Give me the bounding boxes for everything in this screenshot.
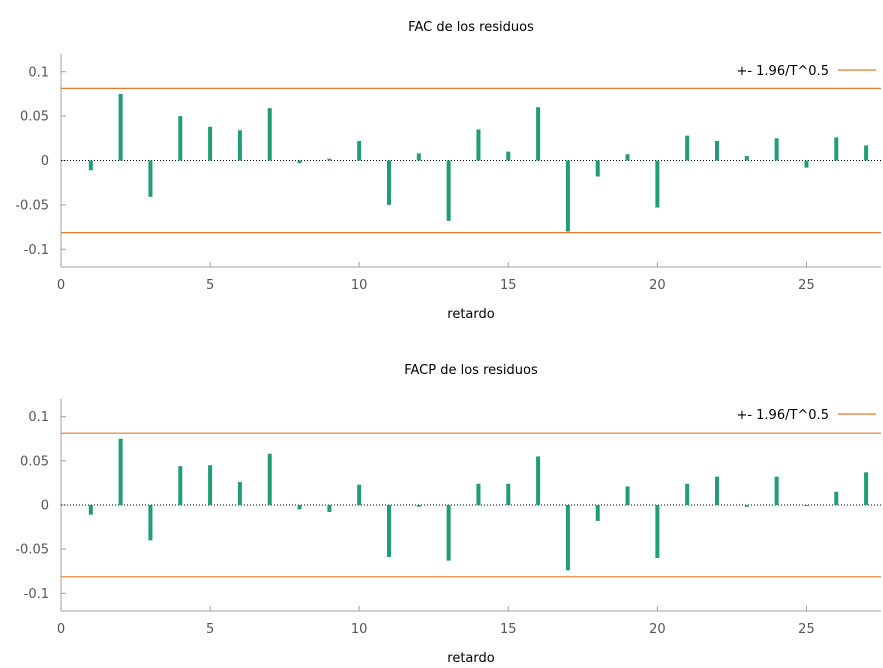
acf-bar [715, 140, 719, 161]
legend-label: +- 1.96/T^0.5 [736, 64, 829, 79]
acf-bar [416, 153, 421, 161]
y-tick-label: -0.05 [15, 543, 49, 558]
chart-title: FAC de los residuos [408, 20, 534, 35]
x-tick-label: 5 [206, 278, 214, 293]
x-tick-label: 15 [500, 622, 517, 637]
acf-bar [536, 456, 541, 505]
acf-bar [446, 160, 451, 221]
x-tick-label: 10 [351, 278, 368, 293]
acf-bar [715, 476, 719, 505]
acf-bar [864, 145, 869, 161]
y-tick-label: 0.05 [20, 110, 49, 125]
acf-bar [118, 93, 123, 161]
acf-bar [327, 158, 332, 161]
y-tick-label: 0 [41, 154, 49, 169]
y-tick-label: -0.05 [15, 198, 49, 213]
x-axis-label: retardo [447, 307, 494, 322]
acf-bar [446, 505, 451, 561]
y-tick-label: 0.1 [28, 410, 49, 425]
acf-bar [476, 483, 481, 505]
acf-bar [864, 472, 869, 505]
acf-bar [506, 483, 511, 505]
chart-title: FACP de los residuos [404, 363, 538, 378]
x-tick-label: 0 [57, 622, 65, 637]
acf-bar [595, 160, 600, 177]
x-tick-label: 5 [206, 622, 214, 637]
acf-bar [148, 160, 153, 197]
acf-bar [327, 505, 332, 513]
acf-bar [267, 108, 272, 161]
acf-bar [387, 160, 391, 205]
acf-bar [685, 135, 690, 161]
acf-bar [267, 453, 272, 505]
acf-bar [565, 505, 570, 571]
acf-bar [565, 160, 570, 232]
acf-bar [536, 107, 541, 161]
x-tick-label: 15 [500, 278, 517, 293]
x-tick-label: 10 [351, 622, 368, 637]
acf-bar [237, 130, 242, 161]
acf-bar [357, 140, 362, 161]
acf-bar [655, 505, 660, 558]
acf-bar [625, 154, 630, 161]
y-tick-label: 0.1 [28, 65, 49, 80]
acf-bar [297, 160, 302, 164]
acf-bar [685, 483, 690, 505]
y-tick-label: -0.1 [24, 587, 49, 602]
acf-bar [387, 505, 391, 558]
x-tick-label: 20 [649, 622, 666, 637]
acf-bar [655, 160, 660, 208]
x-tick-label: 25 [798, 278, 815, 293]
acf-bar [774, 476, 779, 505]
legend-label: +- 1.96/T^0.5 [736, 408, 829, 423]
acf-bar [357, 484, 362, 505]
y-tick-label: 0 [41, 499, 49, 514]
acf-bar [774, 138, 779, 161]
acf-bar [416, 505, 421, 507]
acf-bar [595, 505, 600, 521]
x-tick-label: 25 [798, 622, 815, 637]
acf-bar [834, 137, 839, 161]
acf-bar [88, 505, 93, 515]
acf-bar [625, 486, 630, 505]
y-tick-label: 0.05 [20, 454, 49, 469]
acf-bar [208, 126, 213, 161]
acf-bar [148, 505, 153, 541]
acf-bar [744, 505, 749, 507]
y-tick-label: -0.1 [24, 243, 49, 258]
acf-bar [744, 156, 749, 161]
x-tick-label: 20 [649, 278, 666, 293]
acf-bar [506, 151, 511, 161]
acf-bar [88, 160, 93, 171]
acf-bar [804, 160, 809, 168]
acf-bar [804, 505, 809, 506]
x-axis-label: retardo [447, 651, 494, 664]
x-tick-label: 0 [57, 278, 65, 293]
acf-bar [178, 116, 183, 161]
acf-bar [476, 129, 481, 161]
chart-panel-1: FAC de los residuos 0.1 0.05 0 -0.05 -0.1 0 5 10… [15, 20, 881, 322]
chart-panel-2: FACP de los residuos 0.1 0.05 0 -0.05 -0.1 0 5 1… [15, 363, 881, 666]
acf-bar [237, 482, 242, 505]
acf-bar [118, 438, 123, 505]
acf-bar [834, 491, 839, 505]
acf-bar [208, 465, 213, 505]
acf-bar [297, 505, 302, 510]
acf-bar [178, 466, 183, 505]
